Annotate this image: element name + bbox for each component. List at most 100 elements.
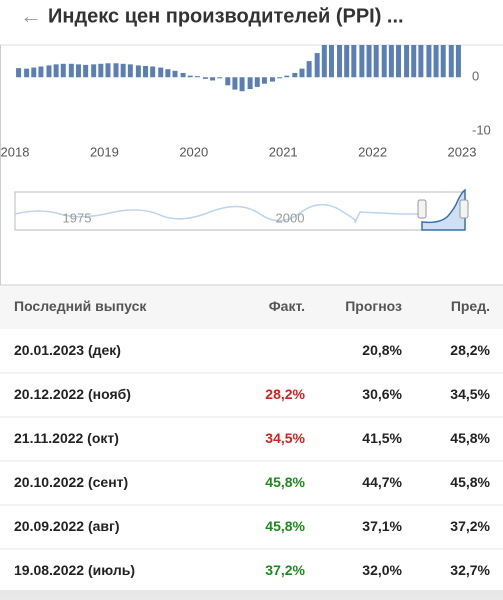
bar [165, 69, 171, 78]
bar [426, 45, 432, 78]
cell-forecast: 44,7% [362, 474, 402, 490]
bar [16, 68, 22, 78]
x-tick-label: 2023 [448, 144, 477, 159]
plot-area [16, 45, 461, 92]
cell-date: 20.12.2022 (нояб) [14, 386, 131, 402]
bar [83, 64, 89, 78]
cell-fact: 45,8% [265, 474, 305, 490]
bar [292, 72, 298, 78]
bar [344, 45, 350, 78]
bar [210, 77, 216, 81]
bar [135, 65, 141, 78]
bar [46, 65, 52, 78]
bar [314, 53, 320, 78]
bar [299, 68, 305, 78]
cell-date: 19.08.2022 (июль) [14, 562, 135, 578]
bar [269, 77, 275, 82]
x-tick-label: 2020 [179, 144, 208, 159]
bar [388, 45, 394, 78]
bar [60, 63, 66, 78]
bar [53, 64, 59, 78]
bar [247, 77, 253, 90]
bar [143, 65, 149, 78]
cell-forecast: 32,0% [362, 562, 402, 578]
bar [448, 45, 454, 78]
bar [232, 77, 238, 90]
cell-date: 20.10.2022 (сент) [14, 474, 129, 490]
cell-prev: 28,2% [450, 342, 490, 358]
bar [68, 63, 74, 78]
cell-fact: 34,5% [265, 430, 305, 446]
bar [120, 63, 126, 78]
x-tick-label: 2021 [269, 144, 298, 159]
bar [158, 67, 164, 78]
bar [284, 75, 290, 78]
cell-prev: 34,5% [450, 386, 490, 402]
bar [225, 77, 231, 86]
navigator-selection [421, 188, 466, 231]
bar [337, 45, 343, 78]
column-header: Последний выпуск [14, 298, 147, 314]
bar [328, 45, 334, 78]
y-tick-label: 0 [472, 69, 479, 84]
navigator-handle[interactable] [417, 199, 427, 219]
bar [180, 72, 186, 78]
cell-prev: 45,8% [450, 430, 490, 446]
bar [38, 66, 44, 78]
bar [440, 45, 446, 78]
bar [239, 77, 245, 92]
bar [202, 77, 208, 79]
cell-forecast: 41,5% [362, 430, 402, 446]
cell-forecast: 37,1% [362, 518, 402, 534]
bar [306, 61, 312, 78]
header-bar [0, 0, 503, 45]
x-tick-label: 2018 [1, 144, 30, 159]
cell-fact: 28,2% [265, 386, 305, 402]
back-button[interactable]: ← [20, 3, 42, 28]
bar [359, 45, 365, 78]
bar [411, 45, 417, 78]
navigator-label: 1975 [63, 210, 92, 225]
bar [113, 63, 119, 78]
bar [351, 45, 357, 78]
bar [24, 68, 30, 78]
bar [455, 45, 461, 78]
bar [366, 45, 372, 78]
bar [254, 77, 260, 87]
bar [217, 77, 223, 79]
table-header-bg [0, 286, 503, 329]
cell-forecast: 20,8% [362, 342, 402, 358]
bar [105, 63, 111, 78]
x-tick-label: 2019 [90, 144, 119, 159]
bar [404, 45, 410, 78]
cell-prev: 32,7% [450, 562, 490, 578]
bar [261, 77, 267, 84]
bar [98, 63, 104, 78]
column-header: Факт. [268, 298, 305, 314]
cell-fact: 45,8% [265, 518, 305, 534]
cell-forecast: 30,6% [362, 386, 402, 402]
page-title: Индекс цен производителей (PPI) ... [48, 5, 404, 27]
bar [194, 76, 200, 78]
bar [150, 66, 156, 78]
navigator-handle[interactable] [459, 199, 469, 219]
bar [433, 45, 439, 78]
bar [321, 45, 327, 78]
cell-fact: 37,2% [265, 562, 305, 578]
cell-prev: 37,2% [450, 518, 490, 534]
cell-date: 20.01.2023 (дек) [14, 342, 121, 358]
bar [373, 45, 379, 78]
bar [396, 45, 402, 78]
bar [187, 75, 193, 78]
bar [127, 64, 133, 78]
cell-date: 20.09.2022 (авг) [14, 518, 120, 534]
column-header: Пред. [450, 298, 490, 314]
bar [418, 45, 424, 78]
bar [75, 64, 81, 78]
cell-date: 21.11.2022 (окт) [14, 430, 119, 446]
x-tick-label: 2022 [358, 144, 387, 159]
navigator-label: 2000 [276, 210, 305, 225]
footer-bar [0, 590, 503, 600]
